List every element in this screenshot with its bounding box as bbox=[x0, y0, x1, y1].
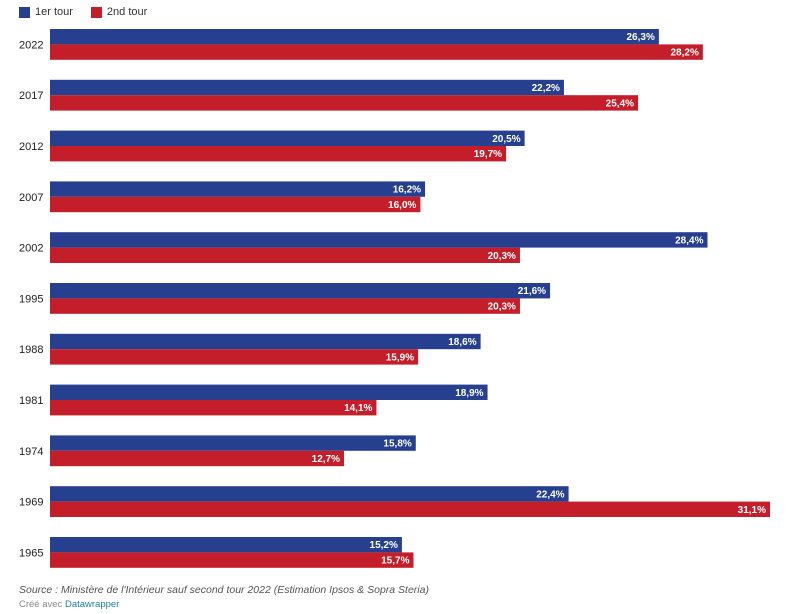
value-label-1965-series-1: 15,2% bbox=[370, 540, 398, 551]
value-label-1969-series-1: 22,4% bbox=[536, 489, 564, 500]
value-label-2012-series-1: 20,5% bbox=[492, 134, 520, 145]
credit-line: Créé avec Datawrapper bbox=[19, 599, 429, 610]
bar-1969-series-1 bbox=[50, 486, 569, 502]
bar-1988-series-2 bbox=[50, 349, 419, 365]
bar-1974-series-2 bbox=[50, 450, 345, 467]
bar-2012-series-2 bbox=[50, 146, 507, 162]
year-label-1988: 1988 bbox=[19, 344, 43, 356]
bar-2007-series-1 bbox=[50, 181, 426, 197]
chart-legend: 1er tour 2nd tour bbox=[19, 6, 147, 18]
legend-label: 1er tour bbox=[35, 6, 73, 18]
legend-item-2: 2nd tour bbox=[90, 6, 148, 18]
value-label-2017-series-2: 25,4% bbox=[606, 98, 634, 109]
value-label-1974-series-2: 12,7% bbox=[312, 454, 340, 465]
year-label-2007: 2007 bbox=[19, 192, 43, 204]
year-label-2012: 2012 bbox=[19, 141, 43, 153]
legend-item-1: 1er tour bbox=[19, 6, 73, 18]
bar-2012-series-1 bbox=[50, 130, 525, 146]
value-label-2002-series-2: 20,3% bbox=[488, 251, 516, 262]
value-label-2002-series-1: 28,4% bbox=[675, 235, 703, 246]
credit-prefix: Créé avec bbox=[19, 599, 63, 610]
year-label-2002: 2002 bbox=[19, 243, 43, 255]
bar-2022-series-2 bbox=[50, 44, 703, 60]
value-label-1995-series-2: 20,3% bbox=[488, 302, 516, 313]
value-label-2017-series-1: 22,2% bbox=[532, 83, 560, 94]
bar-1981-series-1 bbox=[50, 384, 488, 400]
bar-2002-series-1 bbox=[50, 232, 708, 248]
value-label-1981-series-2: 14,1% bbox=[344, 403, 372, 414]
legend-swatch bbox=[19, 6, 30, 18]
bar-2017-series-2 bbox=[50, 95, 639, 111]
legend-swatch bbox=[90, 6, 102, 18]
value-label-1988-series-1: 18,6% bbox=[448, 337, 476, 348]
bar-2017-series-1 bbox=[50, 79, 564, 96]
year-label-1995: 1995 bbox=[19, 293, 43, 305]
year-label-2022: 2022 bbox=[19, 39, 43, 51]
year-label-1974: 1974 bbox=[19, 446, 43, 458]
value-label-2012-series-2: 19,7% bbox=[474, 149, 502, 160]
bar-1965-series-1 bbox=[50, 537, 402, 553]
year-label-1965: 1965 bbox=[19, 547, 43, 559]
bar-1965-series-2 bbox=[50, 552, 414, 568]
year-label-2017: 2017 bbox=[19, 90, 43, 102]
value-label-2022-series-2: 28,2% bbox=[671, 48, 699, 59]
value-label-1969-series-2: 31,1% bbox=[738, 505, 766, 516]
value-label-2007-series-2: 16,0% bbox=[388, 200, 416, 211]
value-label-2007-series-1: 16,2% bbox=[393, 185, 421, 196]
value-label-1988-series-2: 15,9% bbox=[386, 352, 414, 363]
value-label-1995-series-1: 21,6% bbox=[518, 286, 546, 297]
value-label-2022-series-1: 26,3% bbox=[627, 32, 655, 43]
bar-1995-series-1 bbox=[50, 283, 551, 299]
bar-1988-series-1 bbox=[50, 333, 481, 350]
value-label-1974-series-1: 15,8% bbox=[383, 439, 411, 450]
bar-1995-series-2 bbox=[50, 298, 520, 314]
value-label-1981-series-1: 18,9% bbox=[455, 388, 483, 399]
bar-1974-series-1 bbox=[50, 435, 416, 451]
bar-1969-series-2 bbox=[50, 501, 770, 517]
bar-2002-series-2 bbox=[50, 247, 520, 263]
legend-label: 2nd tour bbox=[106, 6, 148, 18]
bar-2022-series-1 bbox=[50, 29, 659, 45]
chart-footer: Source : Ministère de l'Intérieur sauf s… bbox=[19, 584, 429, 610]
bar-2007-series-2 bbox=[50, 196, 421, 213]
source-note: Source : Ministère de l'Intérieur sauf s… bbox=[19, 584, 429, 596]
year-label-1981: 1981 bbox=[19, 395, 43, 407]
value-label-1965-series-2: 15,7% bbox=[381, 556, 409, 567]
year-label-1969: 1969 bbox=[19, 497, 43, 509]
bar-chart: 2022 26,3% 28,2% 2017 22,2% 25,4% 2012 20,5% 19,… bbox=[19, 29, 770, 568]
bar-1981-series-2 bbox=[50, 400, 377, 416]
datawrapper-link[interactable]: Datawrapper bbox=[64, 599, 120, 610]
